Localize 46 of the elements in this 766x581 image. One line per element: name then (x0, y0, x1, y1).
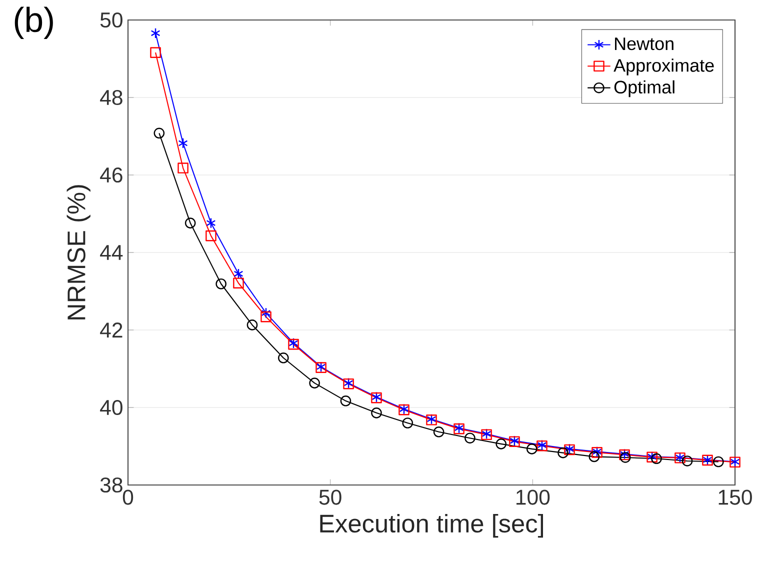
y-tick-label: 44 (100, 245, 123, 260)
text: (b) (14, 6, 53, 39)
point (651, 453, 662, 464)
y-tick-label: 48 (100, 90, 122, 106)
y-tick-label: 38 (100, 477, 122, 493)
y-tick-label: 50 (100, 12, 122, 28)
point (246, 320, 258, 330)
point (682, 456, 693, 466)
point (206, 230, 216, 242)
legend-label: Optimal (614, 80, 674, 98)
legend-label: Approximate (614, 58, 714, 76)
point (260, 311, 272, 322)
x-tick-label: 50 (319, 490, 342, 505)
point (433, 426, 444, 438)
point (261, 308, 271, 318)
point (713, 456, 724, 468)
y-tick-label: 46 (100, 167, 122, 183)
x-tick-label: 100 (516, 490, 550, 505)
x-tick-label: 150 (718, 490, 752, 505)
point (150, 47, 161, 58)
x-tick-label: 0 (122, 490, 134, 505)
point (178, 162, 188, 174)
point (340, 396, 352, 406)
legend-label: Newton (615, 38, 674, 50)
y-tick-label: 42 (100, 322, 122, 338)
x-axis-title: Execution time [sec] (320, 514, 544, 538)
point (206, 218, 216, 228)
point (496, 438, 507, 450)
y-axis-title: NRMSE (%) (66, 185, 90, 320)
point (464, 432, 476, 444)
point (233, 278, 244, 289)
point (278, 352, 289, 364)
point (234, 268, 244, 280)
point (309, 378, 320, 388)
point (184, 218, 196, 228)
point (588, 451, 600, 462)
point (526, 444, 538, 454)
point (154, 128, 165, 139)
point (402, 418, 414, 428)
point (178, 138, 188, 149)
point (371, 408, 382, 418)
point (150, 28, 160, 39)
y-tick-label: 40 (100, 400, 122, 416)
point (558, 447, 568, 458)
point (620, 452, 631, 463)
point (216, 278, 226, 290)
